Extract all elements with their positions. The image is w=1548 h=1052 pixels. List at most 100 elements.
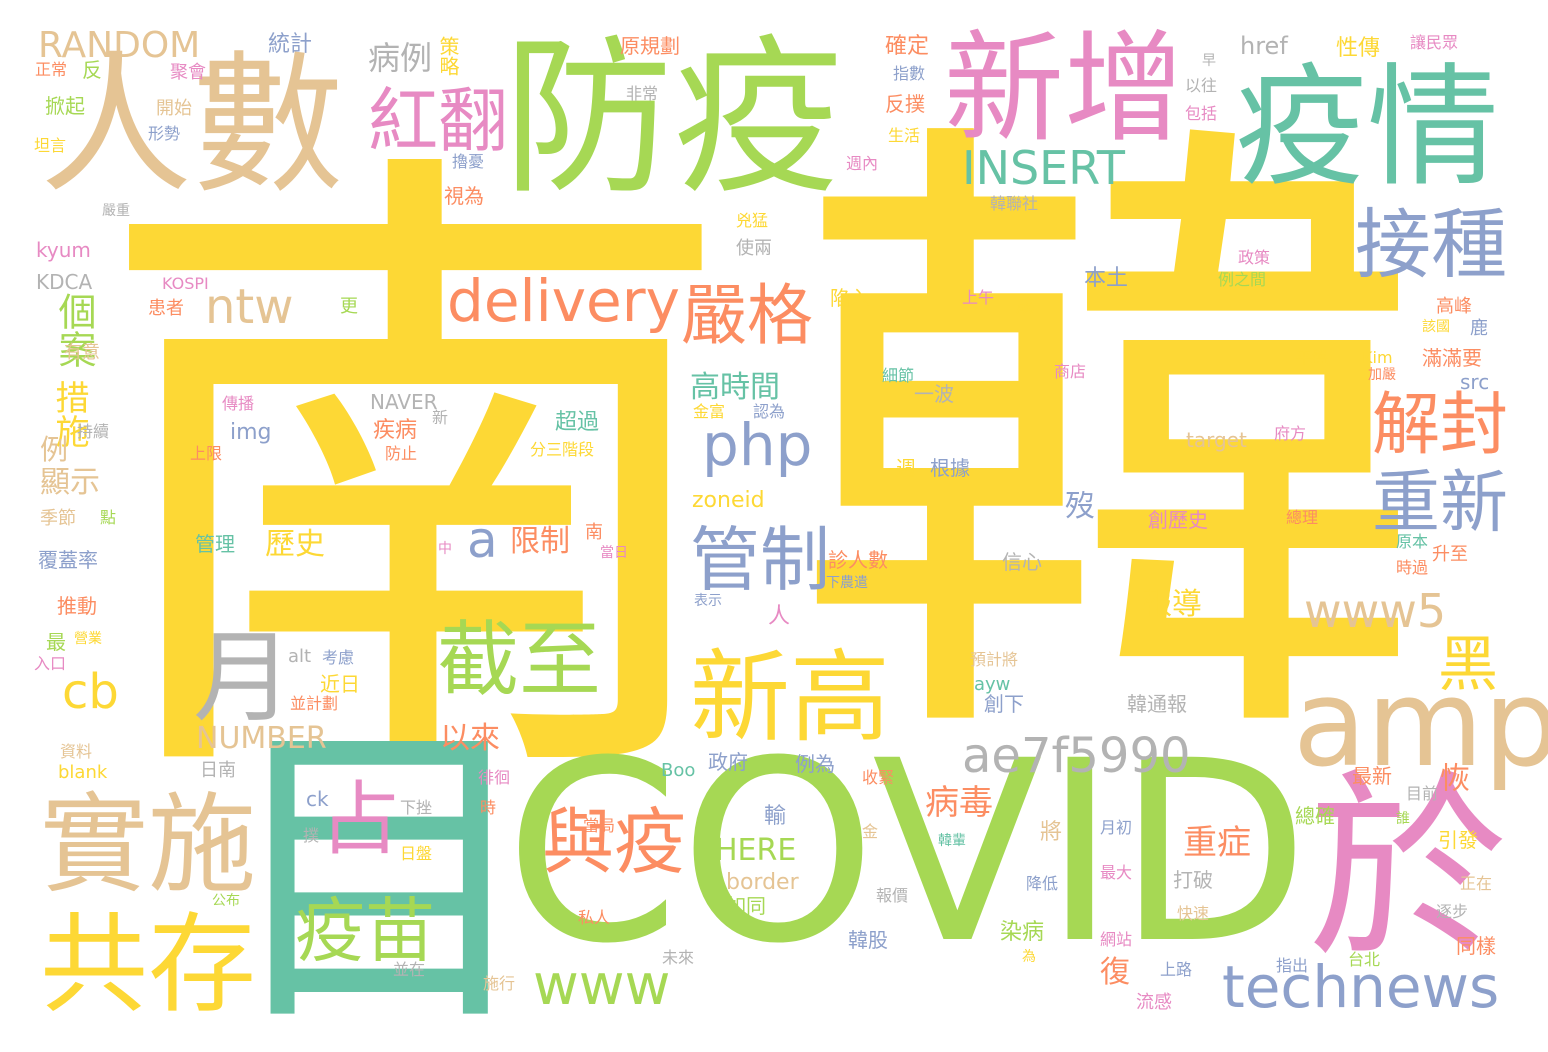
word-boo: Boo	[661, 760, 696, 781]
word-random: RANDOM	[38, 25, 201, 66]
word-yange: 嚴格	[681, 277, 813, 354]
word-naver: NAVER	[370, 390, 438, 414]
word-gaoshijian: 高時間	[690, 370, 780, 405]
word-covid: COVID	[505, 707, 1310, 998]
word-number: NUMBER	[196, 721, 327, 756]
word-kaishi: 開始	[156, 98, 192, 119]
word-yiqing: 疫情	[1235, 51, 1499, 205]
word-ranbing: 染病	[1000, 920, 1045, 945]
word-border: border	[726, 870, 799, 895]
word-shi: 時	[480, 798, 497, 817]
word-baodao: 報導	[1142, 587, 1202, 622]
word-fu: 復	[1100, 955, 1130, 990]
word-fensanjieduan: 分三階段	[530, 440, 595, 459]
word-nan: 南	[90, 103, 740, 859]
word-biaoshi: 表示	[694, 593, 722, 609]
word-php: php	[702, 411, 813, 479]
word-hantongbao: 韓通報	[1127, 692, 1187, 716]
word-xin: 新	[432, 408, 449, 427]
word-yingye: 營業	[74, 631, 102, 647]
word-wangzhan: 網站	[1100, 930, 1133, 949]
word-ae7f5990: ae7f5990	[962, 728, 1191, 784]
word-zongli: 總理	[1286, 508, 1319, 527]
word-xianqi: 掀起	[45, 94, 85, 118]
word-fugailu: 覆蓋率	[38, 548, 98, 572]
word-www: www	[533, 953, 671, 1018]
word-yinfa: 引發	[1438, 828, 1478, 852]
word-jibing: 疾病	[373, 418, 418, 443]
word-shixing: 施行	[483, 974, 516, 993]
word-tongji: 統計	[268, 32, 313, 57]
word-zuixin: 最新	[1352, 764, 1392, 788]
word-yimiao: 疫苗	[295, 890, 435, 972]
word-mu: 目	[220, 694, 540, 1052]
word-zoneid: zoneid	[692, 488, 765, 513]
word-han: 韓	[790, 73, 1430, 818]
word-bingli: 病例	[368, 39, 433, 77]
word-pu: 撲	[303, 826, 320, 845]
word-jiefeng: 解封	[1372, 386, 1509, 465]
word-bingdu: 病毒	[925, 783, 993, 823]
word-tuidong: 推動	[57, 594, 97, 618]
word-gaiguo: 該國	[1422, 319, 1450, 335]
word-href: href	[1240, 32, 1288, 60]
word-renshu: 人數	[40, 37, 344, 214]
word-shu: 輸	[764, 804, 787, 829]
word-blank: blank	[58, 762, 108, 783]
word-fufang: 府方	[1274, 424, 1307, 443]
word-kdca: KDCA	[36, 270, 93, 294]
word-cb: cb	[62, 664, 119, 720]
word-zao: 早	[1202, 53, 1216, 69]
word-yilai: 以來	[440, 721, 500, 756]
word-zhan: 占	[320, 773, 400, 866]
word-liugan: 流感	[1136, 992, 1172, 1013]
word-jiezhi: 截至	[437, 613, 602, 708]
word-dapo: 打破	[1173, 868, 1213, 892]
word-yujijiang: 預計將	[970, 650, 1019, 669]
word-hongfan: 紅翻	[368, 80, 508, 162]
word-zhengce: 政策	[1238, 248, 1271, 267]
word-mu2: 目前	[1406, 784, 1439, 803]
word-zhounei: 週內	[846, 154, 879, 173]
word-zuida: 最大	[1100, 863, 1133, 882]
word-baojia: 報價	[876, 886, 909, 905]
word-wei: 為	[1022, 949, 1036, 965]
word-genju: 根據	[930, 456, 970, 480]
word-juhui: 聚會	[170, 62, 206, 83]
word-xiacuo: 下挫	[400, 798, 433, 817]
word-lu: 鹿	[1470, 318, 1488, 339]
word-zui: 最	[46, 630, 66, 654]
word-zhengfu: 政府	[708, 750, 748, 774]
word-insert: INSERT	[962, 141, 1125, 195]
word-src: src	[1460, 370, 1490, 394]
word-jin: 金	[862, 822, 879, 841]
word-hei: 黑	[1438, 630, 1498, 700]
word-nan2: 南	[585, 522, 603, 543]
word-kaolv: 考慮	[322, 648, 355, 667]
word-jiezhong: 接種	[1355, 200, 1507, 289]
word-zhong: 中	[438, 541, 452, 557]
word-dangri: 當日	[600, 545, 628, 561]
word-yu: 於	[1308, 753, 1509, 986]
word-chuanbo: 傳播	[222, 394, 255, 413]
word-cuoshi: 措施	[49, 380, 89, 448]
word-shangxian: 上限	[190, 444, 223, 463]
word-manmanyao: 滿滿要	[1422, 346, 1482, 370]
word-jijie: 季節	[40, 508, 76, 529]
word-yiwang: 以往	[1185, 76, 1218, 95]
word-paihuai: 徘徊	[478, 768, 511, 787]
word-zhou: 週	[896, 456, 916, 480]
word-bentu: 本土	[1084, 266, 1129, 291]
word-rinan: 日南	[200, 760, 236, 781]
word-fanpu: 反撲	[885, 92, 925, 116]
word-hangu: 韓股	[848, 928, 888, 952]
word-xingchuan: 性傳	[1336, 36, 1381, 61]
word-baokuo: 包括	[1185, 104, 1218, 123]
word-xingao: 新高	[690, 639, 890, 756]
word-rutong: 如同	[726, 894, 766, 918]
word-chongxin: 重新	[1372, 464, 1509, 543]
word-kospi: KOSPI	[162, 274, 209, 293]
word-hanzhang: 韓輩	[938, 833, 966, 849]
word-jiang: 將	[1040, 820, 1063, 845]
